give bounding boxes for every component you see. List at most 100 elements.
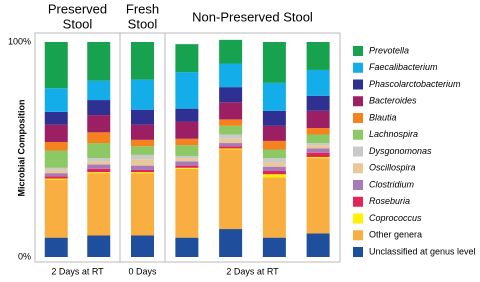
bar-segment [175,44,199,73]
bar-segment [87,161,111,165]
bar-segment [306,157,330,159]
bar-segment [306,42,330,70]
y-tick-label: 100% [8,36,31,46]
bar-segment [219,148,243,150]
bar-segment [131,172,154,174]
bar-segment [262,171,286,175]
bar-segment [219,229,243,257]
bar-segment [131,154,154,160]
bar-segment [87,115,111,133]
bar-segment [262,237,286,257]
bar-segment [306,233,330,257]
bar-segment [44,88,68,112]
legend-label: Other genera [369,230,422,240]
bar-segment [262,82,286,111]
legend-swatch [353,213,363,224]
bar-segment [87,235,111,257]
bar-segment [44,124,68,142]
bar-segment [262,174,286,178]
legend-swatch [353,79,363,90]
bar-segment [262,42,286,83]
bar-segment [131,146,154,155]
bar-segment [87,173,111,236]
bar-segment [262,140,286,150]
bar-segment [87,132,111,144]
bar-segment [131,235,154,257]
legend-swatch [353,46,363,56]
bar-segment [219,134,243,139]
legend-swatch [353,96,363,107]
bar-segment [306,95,330,111]
bar-segment [306,69,330,96]
bar-segment [87,42,111,81]
bar-segment [219,125,243,135]
bar-segment [175,155,199,159]
bar-segment [219,119,243,126]
group-title: Stool [63,16,93,31]
bar-segment [44,169,68,174]
bar-segment [44,111,68,125]
bar-segment [262,125,286,141]
bar-segment [219,102,243,120]
bar-segment [306,152,330,158]
legend-label: Dysgonomonas [369,146,432,156]
bar-segment [306,128,330,135]
bar-segment [175,168,199,238]
legend-label: Prevotella [369,45,409,55]
bar-segment [87,168,111,173]
bar-segment [44,178,68,180]
bar-segment [175,167,199,169]
y-tick-label: 0% [18,251,31,261]
bar-segment [131,109,154,125]
legend-swatch [353,113,363,123]
bar-segment [306,110,330,128]
bar-segment [175,72,199,109]
bar-segment [87,80,111,101]
bar-segment [44,150,68,168]
legend-swatch [353,196,363,207]
legend-label: Lachnospira [369,129,418,139]
bar-segment [44,237,68,257]
bar-segment [262,162,286,167]
bar-segment [87,100,111,116]
bar-segment [306,148,330,153]
bar-segment [87,164,111,169]
bar-segment [219,138,243,144]
bar-segment [262,149,286,159]
bar-segment [131,165,154,170]
group-title: Non-Preserved Stool [192,9,313,24]
bar-segment [262,158,286,163]
group-title: Preserved [48,1,107,16]
bar-segment [87,143,111,159]
legend-swatch [353,247,363,257]
bar-segment [44,42,68,89]
bar-segment [219,87,243,103]
bar-segment [131,124,154,140]
bar-segment [44,141,68,151]
legend-swatch [353,180,363,190]
bar-segment [175,108,199,122]
group-label: 0 Days [128,266,157,276]
bar-segment [219,63,243,88]
bar-segment [219,149,243,230]
bar-segment [131,173,154,236]
y-axis-title: Microbial Composition [16,99,26,196]
bar-segment [175,145,199,156]
legend-label: Bacteroides [369,96,417,106]
legend-swatch [353,146,363,157]
bar-segment [262,177,286,238]
bar-segment [262,110,286,126]
group-box [164,32,341,263]
bar-segment [87,158,111,162]
group-label: 2 Days at RT [226,266,279,276]
bar-segment [175,237,199,257]
legend-label: Faecalibacterium [369,62,438,72]
bar-segment [131,139,154,147]
legend-swatch [353,129,363,140]
legend-label: Blautia [369,112,397,122]
bar-segment [306,143,330,146]
legend-label: Oscillospira [369,163,416,173]
group-title: Stool [128,16,158,31]
bar-segment [306,145,330,149]
bar-segment [175,138,199,146]
